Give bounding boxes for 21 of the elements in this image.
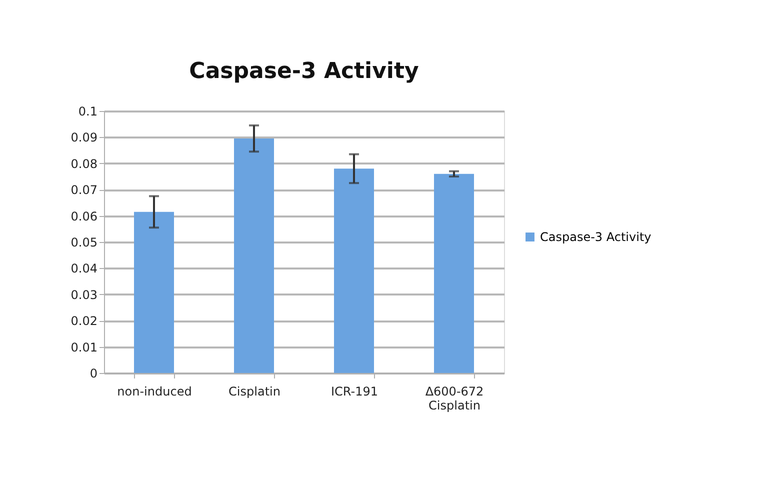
y-tick-label: 0 [90,366,98,380]
y-tick-label: 0.1 [78,104,98,118]
x-tick-label: ICR-191 [330,384,378,398]
y-tick-label: 0.09 [70,130,98,145]
y-tick-label: 0.01 [70,340,98,354]
x-tick-label: Δ600-672 Cisplatin [425,384,484,412]
bar [134,212,174,373]
x-tick-label: Cisplatin [228,384,280,398]
y-tick-label: 0.06 [70,209,98,224]
bar [234,138,274,373]
y-tick-label: 0.04 [70,262,98,276]
x-tick-label: non-induced [117,384,192,398]
legend-label: Caspase-3 Activity [540,230,652,244]
y-tick-label: 0.02 [70,314,98,328]
y-tick-label: 0.08 [70,156,98,171]
y-tick-label: 0.07 [70,183,98,198]
y-tick-label: 0.05 [70,236,98,250]
chart-title: Caspase-3 Activity [189,59,419,84]
y-tick-label: 0.03 [70,288,98,302]
bar [334,168,374,373]
bar [434,174,474,373]
